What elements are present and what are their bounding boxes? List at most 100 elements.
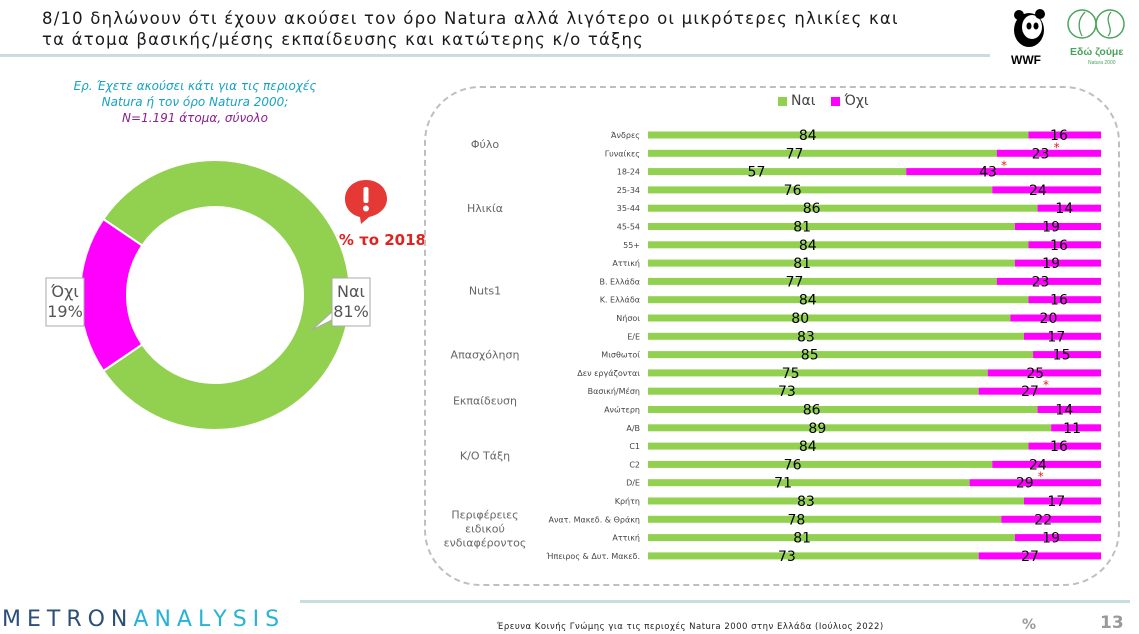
category-label: Κ. Ελλάδα	[600, 296, 640, 305]
bar-row: Ε/Ε 83 17	[627, 329, 1101, 345]
bar-no	[996, 149, 1101, 157]
legend-item-yes: Ναι	[778, 93, 815, 109]
data-label-yes: 89	[808, 421, 826, 437]
data-label-no: 27	[1021, 384, 1039, 400]
category-label: 55+	[623, 241, 640, 250]
data-label-no: 19	[1042, 531, 1060, 547]
bar-no	[1014, 534, 1101, 542]
data-label-no: 19	[1042, 220, 1060, 236]
svg-text:81%: 81%	[333, 302, 369, 321]
data-label-yes: 77	[786, 146, 804, 162]
data-label-yes: 75	[782, 366, 800, 382]
significance-asterisk: *	[1043, 378, 1049, 392]
bar-yes	[648, 277, 997, 285]
bar-row: 35-44 86 14	[617, 201, 1101, 217]
group-label: Απασχόληση	[451, 349, 520, 362]
bar-yes	[648, 424, 1052, 432]
category-label: Ανατ. Μακεδ. & Θράκη	[548, 515, 640, 524]
category-label: Κρήτη	[615, 497, 640, 506]
legend-swatch-yes	[778, 96, 787, 106]
category-label: 25-34	[617, 186, 640, 195]
bar-yes	[648, 186, 993, 194]
data-label-yes: 84	[799, 128, 817, 144]
data-label-no: 16	[1050, 238, 1068, 254]
stacked-bar-chart: Άνδρες 84 16 Γυναίκες 77 23 * 18-24 57 43 * 25-34 76…	[430, 120, 1110, 584]
data-label-yes: 57	[748, 165, 766, 181]
category-label: Άνδρες	[611, 131, 640, 140]
category-label: Αττική	[612, 259, 640, 268]
significance-asterisk: *	[1001, 159, 1007, 173]
bar-no	[1028, 296, 1101, 304]
exclamation-icon	[345, 180, 387, 224]
bar-row: Κρήτη 83 17	[615, 494, 1101, 510]
legend-item-no: Όχι	[831, 93, 869, 109]
donut-slice-no	[79, 217, 144, 373]
data-label-yes: 71	[774, 476, 792, 492]
group-label: ειδικού	[465, 522, 505, 535]
edo-zoume-label: Εδώ ζούμε	[1070, 46, 1123, 58]
data-label-yes: 84	[799, 293, 817, 309]
legend-swatch-no	[831, 96, 841, 106]
slide-title: 8/10 δηλώνουν ότι έχουν ακούσει τον όρο …	[42, 9, 899, 49]
bar-row: C1 84 16	[629, 439, 1101, 455]
bar-row: Α/Β 89 11	[626, 421, 1101, 437]
bar-no	[1023, 497, 1101, 505]
category-label: Ήπειρος & Δυτ. Μακεδ.	[546, 551, 640, 561]
data-label-no: 25	[1026, 366, 1044, 382]
bar-no	[1037, 406, 1101, 413]
chart-legend: Ναι Όχι	[778, 93, 869, 109]
bar-yes	[648, 223, 1015, 230]
bar-no	[1014, 259, 1101, 267]
bar-no	[978, 387, 1101, 395]
data-label-no: 14	[1055, 403, 1073, 419]
category-label: Βασική/Μέση	[588, 386, 640, 396]
data-label-no: 14	[1055, 201, 1073, 217]
category-label: Ανώτερη	[604, 405, 640, 415]
bar-no	[992, 460, 1101, 468]
brand-analysis: ANALYSIS	[133, 607, 286, 632]
bar-yes	[648, 460, 993, 468]
data-label-yes: 85	[801, 348, 819, 364]
bar-row: Νήσοι 80 20	[616, 311, 1101, 327]
bar-no	[1010, 314, 1101, 322]
legend-label-no: Όχι	[844, 93, 869, 109]
bar-no	[1028, 131, 1101, 139]
data-label-yes: 76	[784, 457, 802, 473]
svg-text:19%: 19%	[47, 302, 83, 321]
group-label: Περιφέρειες	[451, 508, 518, 521]
category-label: 18-24	[617, 168, 640, 177]
data-label-no: 23	[1032, 146, 1050, 162]
category-label: Α/Β	[626, 424, 640, 433]
data-label-yes: 86	[803, 201, 821, 217]
data-label-no: 16	[1050, 293, 1068, 309]
significance-asterisk: *	[1054, 140, 1060, 154]
category-label: Γυναίκες	[605, 149, 640, 158]
data-label-yes: 73	[778, 384, 796, 400]
bar-row: Ανώτερη 86 14	[604, 403, 1101, 419]
data-label-yes: 81	[793, 220, 811, 236]
bar-row: Άνδρες 84 16	[611, 128, 1101, 144]
metron-analysis-logo: METRONANALYSIS	[2, 607, 285, 632]
data-label-yes: 77	[786, 274, 804, 290]
bar-no	[1028, 442, 1101, 450]
bar-row: Αττική 81 19	[612, 531, 1101, 547]
bar-yes	[648, 332, 1024, 340]
bar-yes	[648, 515, 1002, 523]
wwf-label: WWF	[1011, 53, 1041, 67]
category-label: C1	[629, 442, 640, 451]
bar-no	[1001, 515, 1101, 523]
edo-zoume-logo	[1067, 9, 1125, 39]
data-label-no: 29	[1016, 476, 1034, 492]
group-label: Nuts1	[469, 285, 501, 298]
page-number: 13	[1100, 613, 1124, 633]
category-label: Μισθωτοί	[601, 351, 640, 360]
category-label: Νήσοι	[616, 314, 640, 323]
bar-row: 45-54 81 19	[617, 220, 1101, 236]
bar-row: Βασική/Μέση 73 27 *	[588, 378, 1101, 400]
category-label: Β. Ελλάδα	[599, 277, 640, 286]
bar-row: C2 76 24	[629, 457, 1101, 473]
bar-yes	[648, 369, 988, 377]
bar-row: 18-24 57 43 *	[617, 159, 1101, 181]
